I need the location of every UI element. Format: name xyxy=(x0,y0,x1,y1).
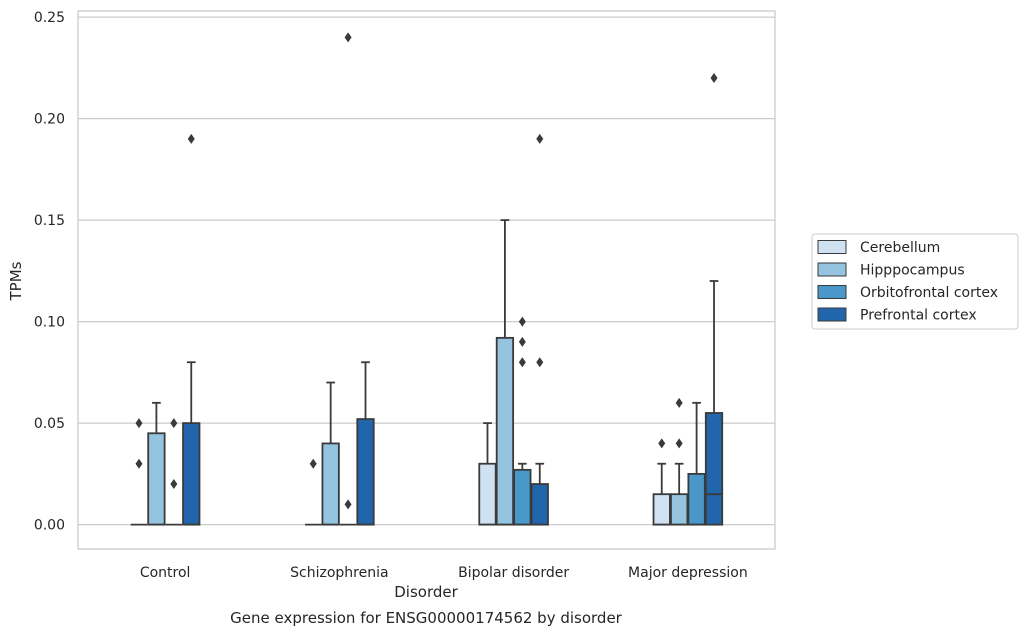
legend-swatch xyxy=(817,285,847,299)
legend-swatch xyxy=(817,307,847,322)
plot-frame xyxy=(77,10,776,550)
box-plot xyxy=(513,316,532,526)
outlier-marker xyxy=(518,357,526,368)
outlier-marker xyxy=(658,438,666,449)
box-plot xyxy=(495,219,515,526)
outlier-marker xyxy=(518,336,526,347)
box-plot xyxy=(530,133,549,526)
legend-swatch xyxy=(817,240,847,254)
outlier-marker xyxy=(518,316,526,327)
outlier-marker xyxy=(344,32,352,43)
box-plot xyxy=(321,381,340,526)
box-plot xyxy=(687,401,706,526)
outlier-marker xyxy=(170,418,178,429)
box-plot xyxy=(704,72,724,526)
x-tick-label: Schizophrenia xyxy=(290,565,388,581)
x-tick-label: Bipolar disorder xyxy=(458,565,569,581)
box xyxy=(321,442,340,526)
box-plot xyxy=(339,32,357,526)
legend-label: Hipppocampus xyxy=(860,263,965,279)
x-tick-label: Major depression xyxy=(628,565,748,581)
box-plot xyxy=(356,361,375,526)
box xyxy=(652,493,671,526)
box xyxy=(530,483,549,526)
outlier-marker xyxy=(309,458,317,469)
y-tick-label: 0.10 xyxy=(34,315,65,331)
outlier-marker xyxy=(135,458,143,469)
box xyxy=(495,336,515,526)
outlier-marker xyxy=(675,397,683,408)
box xyxy=(513,468,532,526)
y-tick-label: 0.05 xyxy=(34,416,65,432)
y-tick-label: 0.25 xyxy=(34,10,65,26)
x-axis-ticks: Control Schizophrenia Bipolar disorder Majo… xyxy=(140,565,748,581)
legend: Cerebellum Hipppocampus Orbitofrontal cort… xyxy=(811,233,1019,330)
chart-title: Gene expression for ENSG00000174562 by d… xyxy=(230,609,623,627)
box xyxy=(182,422,201,526)
box xyxy=(687,472,706,526)
outlier-marker xyxy=(170,479,178,490)
box-plot xyxy=(652,438,671,526)
box xyxy=(478,462,497,526)
box xyxy=(147,432,166,526)
box-groups xyxy=(130,32,724,526)
box-plot xyxy=(147,401,166,526)
box-plot xyxy=(305,458,322,526)
box-plot xyxy=(182,133,201,526)
y-tick-label: 0.00 xyxy=(34,518,65,534)
legend-frame xyxy=(811,233,1019,330)
outlier-marker xyxy=(536,357,544,368)
x-axis-label: Disorder xyxy=(394,583,458,601)
y-tick-label: 0.15 xyxy=(34,213,65,229)
legend-label: Orbitofrontal cortex xyxy=(860,285,998,301)
y-axis-label: TPMs xyxy=(7,261,25,301)
box-plot xyxy=(670,397,689,526)
x-tick-label: Control xyxy=(140,565,191,581)
outlier-marker xyxy=(135,418,143,429)
outlier-marker xyxy=(536,133,544,144)
box xyxy=(704,412,724,526)
y-tick-label: 0.20 xyxy=(34,112,65,128)
box xyxy=(356,418,375,526)
outlier-marker xyxy=(710,72,718,83)
legend-label: Cerebellum xyxy=(860,240,940,256)
y-axis-ticks: 0.00 0.05 0.10 0.15 0.20 0.25 xyxy=(34,10,65,534)
outlier-marker xyxy=(344,499,352,510)
outlier-marker xyxy=(187,133,195,144)
legend-label: Prefrontal cortex xyxy=(860,308,977,324)
box-plot xyxy=(130,418,148,526)
box-plot xyxy=(478,422,497,526)
box-plot xyxy=(165,418,183,526)
outlier-marker xyxy=(675,438,683,449)
box xyxy=(670,493,689,526)
legend-swatch xyxy=(817,262,847,277)
